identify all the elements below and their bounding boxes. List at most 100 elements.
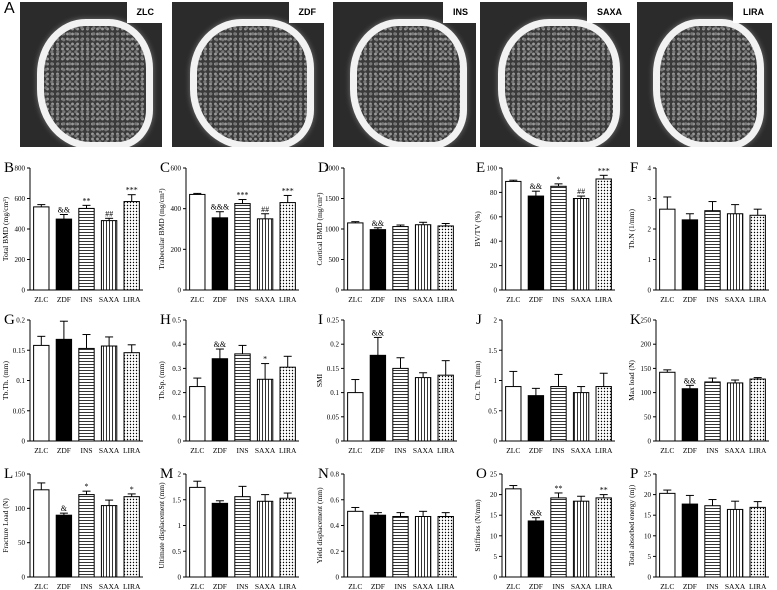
x-tick-label: ZDF (371, 582, 385, 590)
y-tick-label: 0.4 (330, 522, 339, 530)
significance-marker: ## (105, 209, 113, 218)
bar-zlc (505, 180, 522, 291)
x-tick-label: ZLC (506, 446, 520, 455)
y-tick-label: 0 (178, 287, 182, 295)
x-tick-label: ZLC (190, 295, 204, 304)
y-tick-label: 15 (644, 512, 652, 520)
x-tick-label: INS (706, 446, 718, 455)
y-tick-label: 1.5 (488, 347, 497, 355)
bar-zlc (659, 492, 676, 578)
y-tick-label: 50 (644, 413, 652, 421)
x-tick-label: SAXA (255, 446, 276, 455)
y-tick-label: 600 (171, 165, 182, 173)
chart-panel-k: K 0 50 100 150 200 250 Max load (N) ZLC && ZDF INS S… (627, 312, 769, 455)
bar-zdf (55, 514, 73, 578)
scan-label: ZLC (126, 2, 162, 23)
y-tick-label: 100 (641, 389, 652, 397)
y-tick-label: 20 (490, 262, 498, 270)
significance-marker: ## (261, 205, 269, 214)
bar-zdf (369, 354, 387, 442)
x-tick-label: INS (236, 446, 248, 455)
y-axis-label: Tb.Sp. (mm) (157, 361, 166, 400)
y-tick-label: 20 (644, 491, 652, 499)
x-tick-label: SAXA (413, 582, 434, 590)
bone-cross-section-image (190, 19, 314, 147)
bar-saxa (726, 382, 744, 442)
panel-letter: F (630, 160, 638, 176)
x-tick-label: ZDF (683, 295, 697, 304)
x-tick-label: ZLC (348, 295, 362, 304)
y-tick-label: 25 (490, 471, 498, 479)
y-tick-label: 0 (648, 287, 652, 295)
y-axis-label: BV/TV (%) (473, 211, 482, 247)
x-tick-label: SAXA (413, 446, 434, 455)
panel-letter: O (476, 466, 487, 482)
bar-zlc (189, 386, 206, 442)
x-tick-label: SAXA (725, 582, 746, 590)
x-tick-label: INS (394, 446, 406, 455)
y-axis-label: SMI (315, 373, 324, 387)
y-tick-label: 5 (648, 553, 652, 561)
y-tick-label: 0 (336, 287, 340, 295)
bar-ins (234, 496, 251, 578)
panel-letter: P (630, 466, 638, 482)
y-axis-label: Tb.Th. (mm) (1, 361, 10, 400)
y-tick-label: 0 (178, 574, 182, 582)
bar-zlc (33, 344, 50, 442)
y-tick-label: 800 (15, 165, 26, 173)
x-tick-label: LIRA (279, 446, 297, 455)
bar-zdf (527, 195, 545, 291)
bar-lira (749, 214, 766, 291)
panel-letter: L (4, 466, 13, 482)
y-tick-label: 10 (644, 532, 652, 540)
panel-letter: C (160, 160, 170, 176)
panel-letter: K (630, 312, 641, 328)
bar-zdf (211, 217, 229, 291)
y-tick-label: 25 (644, 471, 652, 479)
y-tick-label: 200 (171, 246, 182, 254)
bar-lira (123, 496, 140, 578)
bone-cross-section-image (653, 19, 765, 147)
x-tick-label: LIRA (749, 446, 767, 455)
x-tick-label: ZDF (371, 295, 385, 304)
chart-panel-g: G 0 0.05 0.1 0.15 0.2 Tb.Th. (mm) ZLC ZDF INS SAXA… (1, 312, 143, 455)
y-tick-label: 1 (494, 377, 498, 385)
significance-marker: *** (598, 166, 610, 175)
x-tick-label: SAXA (725, 295, 746, 304)
significance-marker: *** (126, 186, 138, 195)
panel-letter: J (476, 312, 482, 328)
bar-zlc (347, 222, 364, 291)
x-tick-label: INS (80, 582, 92, 590)
y-tick-label: 0 (22, 287, 26, 295)
bar-zdf (681, 503, 699, 578)
x-tick-label: INS (236, 582, 248, 590)
x-tick-label: INS (552, 582, 564, 590)
bar-lira (279, 497, 296, 578)
y-tick-label: 150 (641, 365, 652, 373)
x-tick-label: ZLC (190, 446, 204, 455)
bar-saxa (572, 198, 590, 291)
y-tick-label: 1000 (325, 226, 340, 234)
bar-saxa (256, 378, 274, 442)
y-tick-label: 50 (18, 539, 26, 547)
y-tick-label: 0.15 (327, 365, 340, 373)
bar-saxa (572, 500, 590, 578)
y-tick-label: 2 (178, 471, 182, 479)
y-tick-label: 1500 (325, 195, 340, 203)
bar-zlc (33, 206, 50, 291)
y-axis-label: Ultimate displacement (mm) (157, 482, 166, 569)
y-tick-label: 0 (336, 438, 340, 446)
x-tick-label: ZDF (683, 582, 697, 590)
y-tick-label: 0.5 (172, 548, 181, 556)
y-tick-label: 4 (648, 165, 652, 173)
x-tick-label: LIRA (123, 582, 141, 590)
significance-marker: * (557, 175, 561, 184)
bar-saxa (256, 500, 274, 578)
bar-zlc (505, 488, 522, 578)
x-tick-label: LIRA (595, 582, 613, 590)
bar-ins (78, 207, 95, 291)
bar-saxa (726, 508, 744, 578)
chart-panel-c: C 0 200 400 600 Trabecular BMD (mg/cm³) ZLC &&&… (157, 160, 299, 304)
y-tick-label: 0.6 (330, 496, 339, 504)
